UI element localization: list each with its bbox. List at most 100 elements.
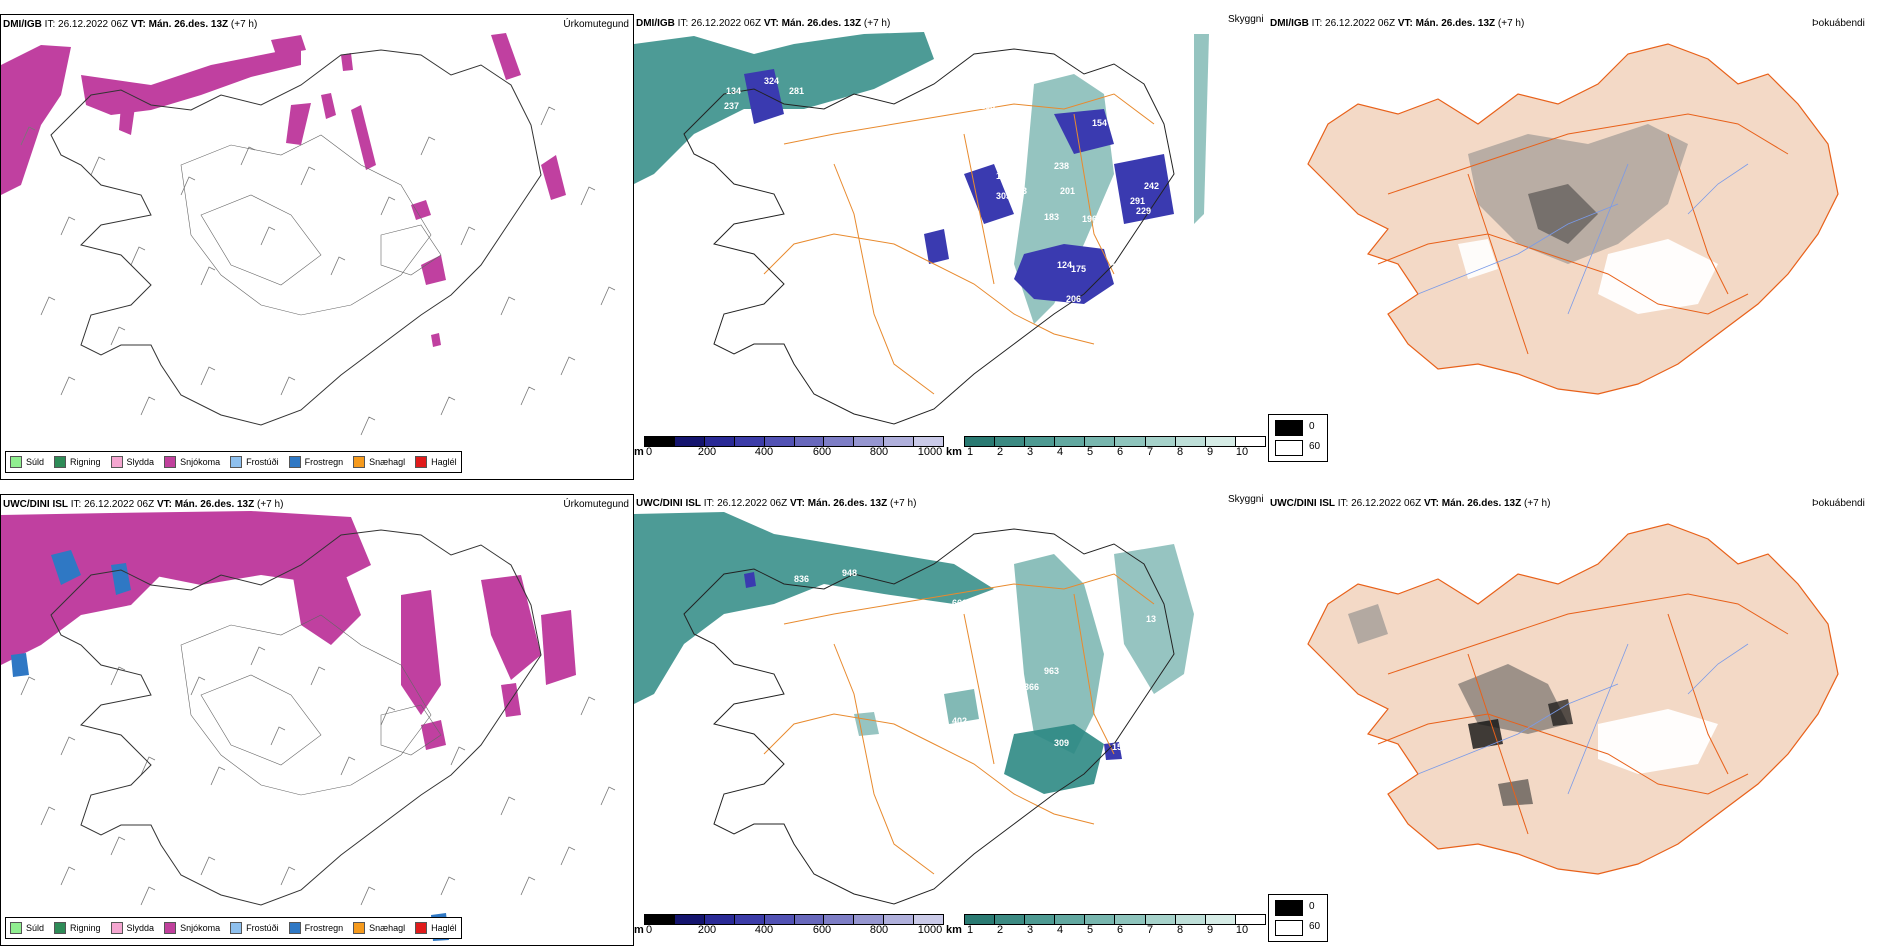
- colorbar-tick: 1000: [917, 924, 943, 936]
- panel-title: Úrkomutegund: [563, 499, 629, 510]
- panel-header: DMI/IGB IT: 26.12.2022 06Z VT: Mán. 26.d…: [636, 18, 890, 29]
- legend-item-drizzle: Súld: [10, 456, 44, 468]
- lead-time: (+7 h): [230, 19, 258, 30]
- wind-barbs: [20, 646, 616, 906]
- visibility-label: 836: [794, 574, 809, 584]
- colorbar-km-strip: [964, 914, 1266, 925]
- visibility-label: 124: [996, 171, 1011, 181]
- precip-type-legend: Súld Rigning Slydda Snjókoma Frostúði Fr…: [5, 451, 462, 473]
- colorbar-tick: 400: [754, 446, 774, 458]
- panel-title: Þokuábendi: [1812, 18, 1865, 29]
- visibility-map: 134 281 237 366 324 185 154 29 238 125 2…: [634, 32, 1209, 425]
- visibility-label: 175: [1071, 264, 1086, 274]
- legend-swatch: [353, 456, 366, 468]
- it-label: IT:: [677, 18, 689, 29]
- vt-value: Mán. 26.des. 13Z: [148, 19, 229, 30]
- precip-type-panel-top: DMI/IGB IT: 26.12.2022 06Z VT: Mán. 26.d…: [0, 14, 634, 480]
- colorbar-tick: 5: [1086, 446, 1094, 458]
- panel-header: UWC/DINI ISL IT: 26.12.2022 06Z VT: Mán.…: [636, 498, 916, 509]
- visibility-label: 202: [994, 726, 1009, 736]
- colorbar-tick: 4: [1056, 924, 1064, 936]
- visibility-label: 124: [1057, 260, 1072, 270]
- visibility-label: 963: [1044, 666, 1059, 676]
- visibility-label: 22: [960, 238, 970, 248]
- model-name: DMI/IGB: [1270, 18, 1309, 29]
- inland-contours: [180, 134, 442, 316]
- it-value: 26.12.2022 06Z: [717, 498, 788, 509]
- colorbar-tick: 600: [812, 446, 832, 458]
- legend-swatch: [288, 922, 301, 934]
- legend-item-freezing-drizzle: Frostúði: [230, 456, 279, 468]
- legend-swatch: [54, 922, 67, 934]
- lead-time: (+7 h): [257, 499, 284, 510]
- legend-swatch: [164, 922, 177, 934]
- legend-swatch: [54, 456, 67, 468]
- colorbar-tick: 800: [869, 924, 889, 936]
- visibility-label: 201: [1060, 186, 1075, 196]
- model-name: UWC/DINI ISL: [3, 499, 68, 510]
- iceland-outline: [50, 49, 542, 426]
- legend-item-rain: Rigning: [54, 456, 101, 468]
- colorbar-m-unit: m: [634, 924, 644, 936]
- visibility-panel-top: DMI/IGB IT: 26.12.2022 06Z VT: Mán. 26.d…: [634, 14, 1268, 480]
- fog-legend: 0 60: [1268, 414, 1328, 462]
- colorbar-tick: 8: [1176, 924, 1184, 936]
- visibility-map: 836 948 666 13 963 366 402 202 309 152: [634, 512, 1194, 905]
- vt-value: Mán. 26.des. 13Z: [174, 499, 255, 510]
- fog-index-panel-top: DMI/IGB IT: 26.12.2022 06Z VT: Mán. 26.d…: [1268, 14, 1900, 480]
- fog-legend-label: 60: [1309, 441, 1321, 452]
- legend-item-hail: Haglél: [415, 456, 457, 468]
- precip-type-legend: Súld Rigning Slydda Snjókoma Frostúði Fr…: [5, 917, 462, 939]
- visibility-value-labels: 836 948 666 13 963 366 402 202 309 152: [794, 568, 1156, 752]
- colorbar-tick: 200: [697, 924, 717, 936]
- fog-index-map: [1307, 523, 1839, 875]
- visibility-label: 242: [1144, 181, 1159, 191]
- visibility-label: 203: [1012, 186, 1027, 196]
- legend-swatch: [164, 456, 177, 468]
- colorbar-tick: 200: [697, 446, 717, 458]
- snow-areas: [1, 511, 576, 750]
- fog-legend-swatch: [1275, 920, 1303, 936]
- colorbar-tick: 2: [996, 446, 1004, 458]
- visibility-label: 185: [980, 101, 995, 111]
- visibility-panel-bottom: UWC/DINI ISL IT: 26.12.2022 06Z VT: Mán.…: [634, 494, 1268, 950]
- vt-label: VT:: [1397, 18, 1413, 29]
- legend-swatch: [230, 456, 243, 468]
- visibility-label: 291: [1130, 196, 1145, 206]
- colorbar-tick: 6: [1116, 924, 1124, 936]
- teal-fog: [634, 512, 1194, 794]
- lead-time: (+7 h): [890, 498, 917, 509]
- legend-item-snow: Snjókoma: [164, 456, 220, 468]
- lead-time: (+7 h): [863, 18, 891, 29]
- panel-title: Úrkomutegund: [563, 19, 629, 30]
- panel-header: UWC/DINI ISL IT: 26.12.2022 06Z VT: Mán.…: [3, 499, 283, 510]
- colorbar-tick: 8: [1176, 446, 1184, 458]
- legend-swatch: [230, 922, 243, 934]
- colorbar-tick: 1000: [917, 446, 943, 458]
- colorbar-tick: 1: [966, 924, 974, 936]
- colorbar-tick: 6: [1116, 446, 1124, 458]
- panel-title: Skyggni: [1228, 14, 1264, 25]
- legend-item-hail: Haglél: [415, 922, 457, 934]
- vt-value: Mán. 26.des. 13Z: [781, 18, 862, 29]
- visibility-label: 125: [1142, 146, 1157, 156]
- it-label: IT:: [703, 498, 715, 509]
- colorbar-tick: 9: [1206, 446, 1214, 458]
- fog-legend-label: 0: [1309, 901, 1315, 912]
- model-name: DMI/IGB: [3, 19, 42, 30]
- precip-map: [1, 511, 616, 941]
- iceland-outline: [50, 529, 542, 906]
- colorbar-tick: 0: [645, 446, 653, 458]
- colorbar-tick: 5: [1086, 924, 1094, 936]
- visibility-label: 237: [724, 101, 739, 111]
- legend-item-sleet: Slydda: [110, 922, 154, 934]
- legend-item-rain: Rigning: [54, 922, 101, 934]
- it-value: 26.12.2022 06Z: [1351, 498, 1422, 509]
- colorbar-km: km 1 2 3 4 5 6 7 8 9 10: [946, 914, 1268, 940]
- it-value: 26.12.2022 06Z: [1325, 18, 1396, 29]
- precip-map: [1, 33, 616, 436]
- visibility-label: 13: [1146, 614, 1156, 624]
- colorbar-tick: 400: [754, 924, 774, 936]
- visibility-label: 206: [1066, 294, 1081, 304]
- colorbar-km-unit: km: [946, 924, 962, 936]
